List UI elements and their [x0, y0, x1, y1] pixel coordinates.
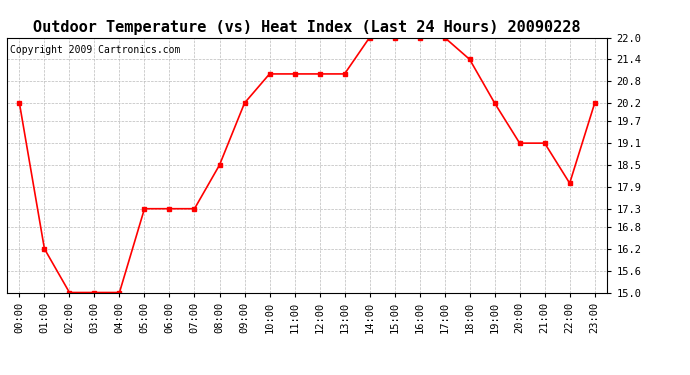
- Text: Copyright 2009 Cartronics.com: Copyright 2009 Cartronics.com: [10, 45, 180, 55]
- Title: Outdoor Temperature (vs) Heat Index (Last 24 Hours) 20090228: Outdoor Temperature (vs) Heat Index (Las…: [33, 20, 581, 35]
